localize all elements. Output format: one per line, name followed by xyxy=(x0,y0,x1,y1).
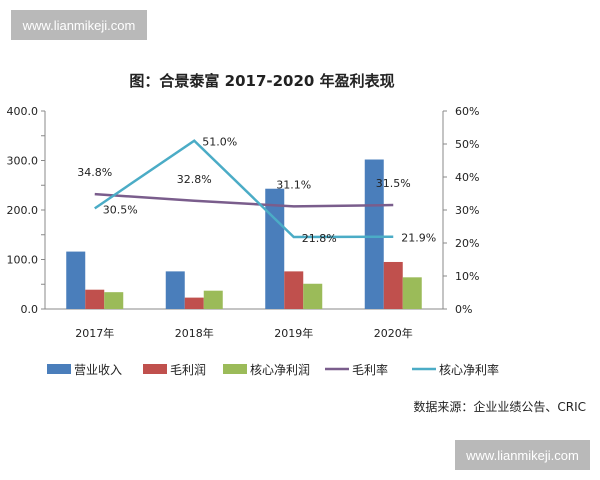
left-tick-label: 200.0 xyxy=(7,204,39,217)
legend-label: 核心净利率 xyxy=(439,362,499,377)
data-label: 34.8% xyxy=(77,166,112,179)
data-label: 21.9% xyxy=(401,232,436,245)
category-label: 2017年 xyxy=(75,326,114,340)
right-tick-label: 10% xyxy=(455,270,479,283)
data-label: 21.8% xyxy=(302,232,337,245)
bar-2-3 xyxy=(402,277,422,309)
line-毛利率 xyxy=(94,192,394,208)
category-label: 2019年 xyxy=(274,326,313,340)
left-tick-label: 0.0 xyxy=(21,303,39,316)
left-tick-label: 300.0 xyxy=(7,155,39,168)
data-label: 31.5% xyxy=(376,177,411,190)
legend-label: 核心净利润 xyxy=(250,363,310,377)
right-tick-label: 0% xyxy=(455,303,472,316)
legend-label: 营业收入 xyxy=(74,363,122,377)
data-label: 30.5% xyxy=(103,203,138,216)
legend-swatch xyxy=(47,364,71,374)
right-tick-label: 50% xyxy=(455,138,479,151)
watermark-top: www.lianmikeji.com xyxy=(11,10,147,40)
legend-label: 毛利率 xyxy=(352,362,388,377)
category-label: 2018年 xyxy=(175,326,214,340)
bar-0-2 xyxy=(265,188,285,309)
legend-label: 毛利润 xyxy=(170,363,206,377)
data-label: 32.8% xyxy=(177,173,212,186)
source-note: 数据来源：企业业绩公告、CRIC xyxy=(413,399,586,414)
data-label: 51.0% xyxy=(202,136,237,149)
bar-2-2 xyxy=(303,283,323,309)
line-核心净利率 xyxy=(94,139,394,239)
watermark-bottom: www.lianmikeji.com xyxy=(455,440,590,470)
category-label: 2020年 xyxy=(374,326,413,340)
bar-1-2 xyxy=(284,271,304,309)
bar-0-0 xyxy=(66,251,86,309)
bar-2-0 xyxy=(104,292,124,309)
legend-swatch xyxy=(143,364,167,374)
bar-2-1 xyxy=(203,290,223,309)
left-tick-label: 100.0 xyxy=(7,254,39,267)
data-label: 31.1% xyxy=(276,178,311,191)
right-tick-label: 40% xyxy=(455,171,479,184)
legend-swatch xyxy=(223,364,247,374)
left-tick-label: 400.0 xyxy=(7,105,39,118)
chart-title: 图：合景泰富 2017-2020 年盈利表现 xyxy=(129,72,394,90)
bar-0-1 xyxy=(165,271,185,309)
bar-1-1 xyxy=(184,297,204,309)
right-tick-label: 60% xyxy=(455,105,479,118)
right-tick-label: 30% xyxy=(455,204,479,217)
bar-1-0 xyxy=(85,289,105,309)
bar-1-3 xyxy=(383,261,403,309)
bar-0-3 xyxy=(364,159,384,309)
right-tick-label: 20% xyxy=(455,237,479,250)
